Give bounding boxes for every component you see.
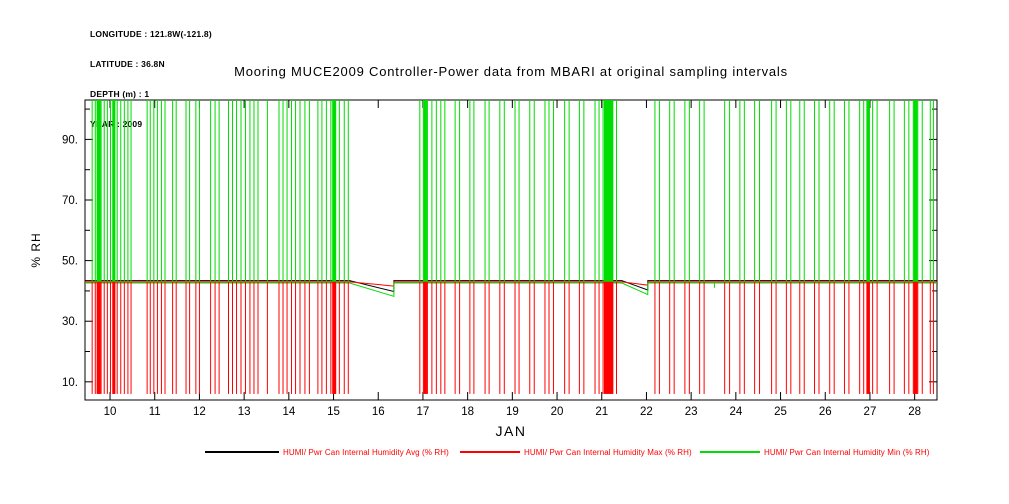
x-tick-label: 28 — [908, 406, 921, 418]
max-line-label: HUMI/ Pwr Can Internal Humidity Max (% R… — [524, 447, 692, 457]
meta-latitude: LATITUDE : 36.8N — [90, 59, 165, 69]
x-tick-label: 16 — [372, 406, 385, 418]
min-spike-band — [603, 100, 614, 282]
max-series-line — [85, 281, 937, 287]
meta-year: YEAR : 2009 — [90, 119, 143, 129]
legend-item-min: HUMI/ Pwr Can Internal Humidity Min (% R… — [700, 447, 930, 457]
chart-title: Mooring MUCE2009 Controller-Power data f… — [234, 64, 788, 79]
y-tick-label: 90. — [62, 134, 78, 146]
meta-longitude: LONGITUDE : 121.8W(-121.8) — [90, 29, 212, 39]
min-line-sample — [700, 451, 760, 453]
legend-item-avg: HUMI/ Pwr Can Internal Humidity Avg (% R… — [205, 447, 449, 457]
x-tick-label: 14 — [282, 406, 295, 418]
x-tick-label: 18 — [461, 406, 474, 418]
min-line-label: HUMI/ Pwr Can Internal Humidity Min (% R… — [764, 447, 930, 457]
y-tick-label: 70. — [62, 195, 78, 207]
x-tick-label: 19 — [506, 406, 519, 418]
min-spike-band — [96, 100, 101, 282]
min-spike-band — [112, 100, 116, 282]
x-tick-label: 10 — [104, 406, 117, 418]
x-tick-label: 12 — [193, 406, 206, 418]
x-tick-label: 24 — [729, 406, 742, 418]
x-tick-label: 26 — [819, 406, 832, 418]
x-tick-label: 13 — [238, 406, 251, 418]
x-tick-label: 27 — [864, 406, 877, 418]
max-spike-band — [112, 281, 116, 394]
metadata-block: LONGITUDE : 121.8W(-121.8) LATITUDE : 36… — [90, 9, 212, 139]
y-tick-label: 10. — [62, 377, 78, 389]
y-tick-label: 50. — [62, 256, 78, 268]
max-spike-band — [913, 281, 918, 394]
min-spike-band — [332, 100, 337, 282]
x-tick-label: 23 — [685, 406, 698, 418]
max-spike-band — [866, 281, 870, 394]
legend-item-max: HUMI/ Pwr Can Internal Humidity Max (% R… — [460, 447, 692, 457]
min-spike-band — [423, 100, 427, 282]
x-tick-label: 11 — [149, 406, 161, 418]
min-spike-band — [866, 100, 870, 282]
y-tick-label: 30. — [62, 316, 78, 328]
x-tick-label: 15 — [327, 406, 340, 418]
avg-line-label: HUMI/ Pwr Can Internal Humidity Avg (% R… — [283, 447, 449, 457]
max-spike-band — [423, 281, 427, 394]
min-series-line — [85, 282, 937, 298]
max-spike-band — [96, 281, 101, 394]
y-axis-title: % RH — [29, 232, 43, 267]
x-axis-title: JAN — [496, 423, 527, 439]
x-tick-label: 21 — [595, 406, 608, 418]
max-spike-band — [603, 281, 614, 394]
meta-depth: DEPTH (m) : 1 — [90, 89, 150, 99]
plot-box — [84, 99, 938, 401]
x-tick-label: 25 — [774, 406, 787, 418]
x-tick-label: 20 — [551, 406, 564, 418]
avg-line-sample — [205, 451, 279, 453]
max-spike-band — [332, 281, 337, 394]
x-tick-label: 22 — [640, 406, 653, 418]
max-line-sample — [460, 451, 520, 453]
min-spike-band — [913, 100, 918, 282]
x-tick-label: 17 — [417, 406, 430, 418]
